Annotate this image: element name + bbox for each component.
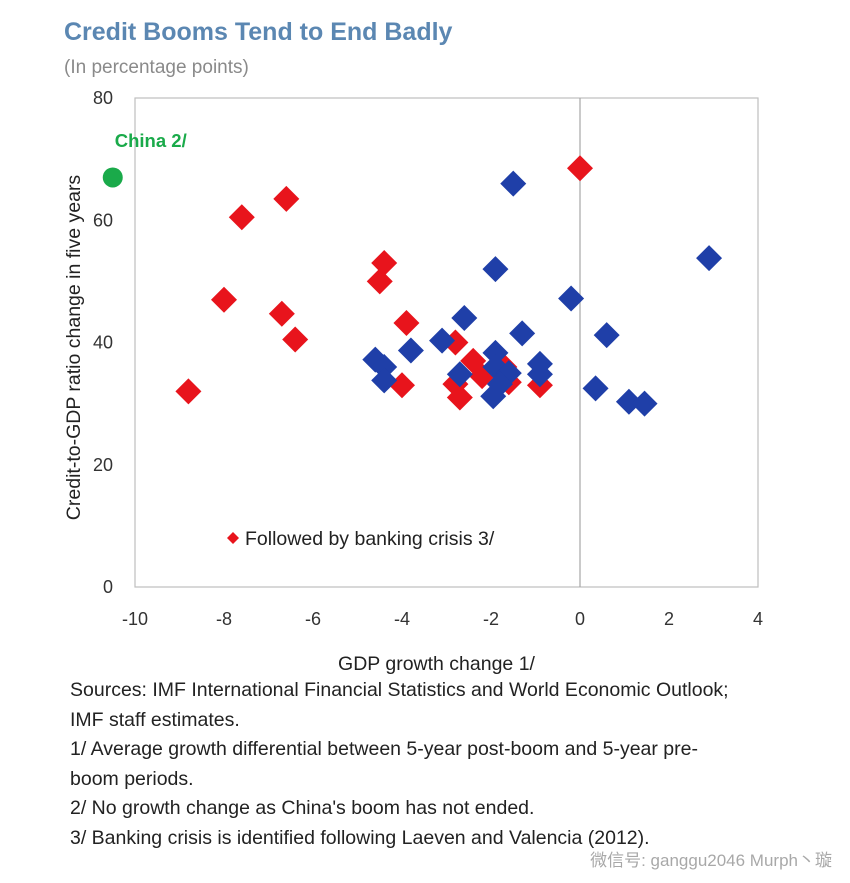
no-crisis-point [397,337,424,364]
no-crisis-point [482,339,509,366]
crisis-point [273,185,300,212]
legend-label: Followed by banking crisis 3/ [245,528,495,550]
note-1-cont: boom periods. [70,767,194,790]
crisis-point [211,286,237,313]
crisis-point [282,326,309,353]
no-crisis-point [509,320,536,347]
crisis-point [175,378,202,405]
crisis-point [268,300,295,327]
no-crisis-point [631,390,658,417]
crisis-point [366,268,393,295]
chart-title: Credit Booms Tend to End Badly [64,18,453,46]
x-tick-label: -10 [122,609,148,629]
no-crisis-point [696,245,723,272]
x-tick-label: -2 [483,609,499,629]
no-crisis-point [451,305,478,332]
no-crisis-point [615,388,642,415]
no-crisis-point [526,361,553,388]
no-crisis-point [480,383,507,410]
no-crisis-point [429,327,456,354]
y-axis-label: Credit-to-GDP ratio change in five years [63,175,85,521]
no-crisis-point [446,361,473,388]
x-tick-label: 4 [753,609,763,629]
x-tick-label: -6 [305,609,321,629]
crisis-point [393,309,420,336]
note-1: 1/ Average growth differential between 5… [70,738,698,760]
crisis-point [446,384,473,411]
no-crisis-point [482,256,509,283]
x-tick-label: -8 [216,609,232,629]
no-crisis-point [371,367,398,394]
no-crisis-point [582,375,609,402]
watermark: 微信号: ganggu2046 Murph丶璇 [590,851,832,870]
note-3: 3/ Banking crisis is identified followin… [70,826,650,849]
y-tick-label: 80 [93,88,113,108]
crisis-point [371,250,398,277]
chart-subtitle: (In percentage points) [64,57,249,78]
legend-marker [227,532,239,544]
china-label: China 2/ [115,130,187,151]
no-crisis-point [371,353,398,380]
china-point [102,167,123,188]
chart-notes: Sources: IMF International Financial Sta… [70,676,790,853]
x-tick-label: 2 [664,609,674,629]
x-tick-label: -4 [394,609,410,629]
no-crisis-point [500,170,527,197]
y-tick-label: 20 [93,455,113,475]
x-tick-label: 0 [575,609,585,629]
plot-frame [134,97,759,588]
note-sources-cont: IMF staff estimates. [70,708,240,731]
x-axis-label: GDP growth change 1/ [338,653,536,675]
y-tick-label: 0 [103,577,113,597]
note-2: 2/ No growth change as China's boom has … [70,797,535,819]
note-sources: Sources: IMF International Financial Sta… [70,679,729,701]
no-crisis-point [558,285,585,312]
y-tick-label: 40 [93,333,113,353]
crisis-point [228,204,255,231]
crisis-point [567,155,593,182]
y-tick-label: 60 [93,210,113,230]
no-crisis-point [593,322,620,349]
